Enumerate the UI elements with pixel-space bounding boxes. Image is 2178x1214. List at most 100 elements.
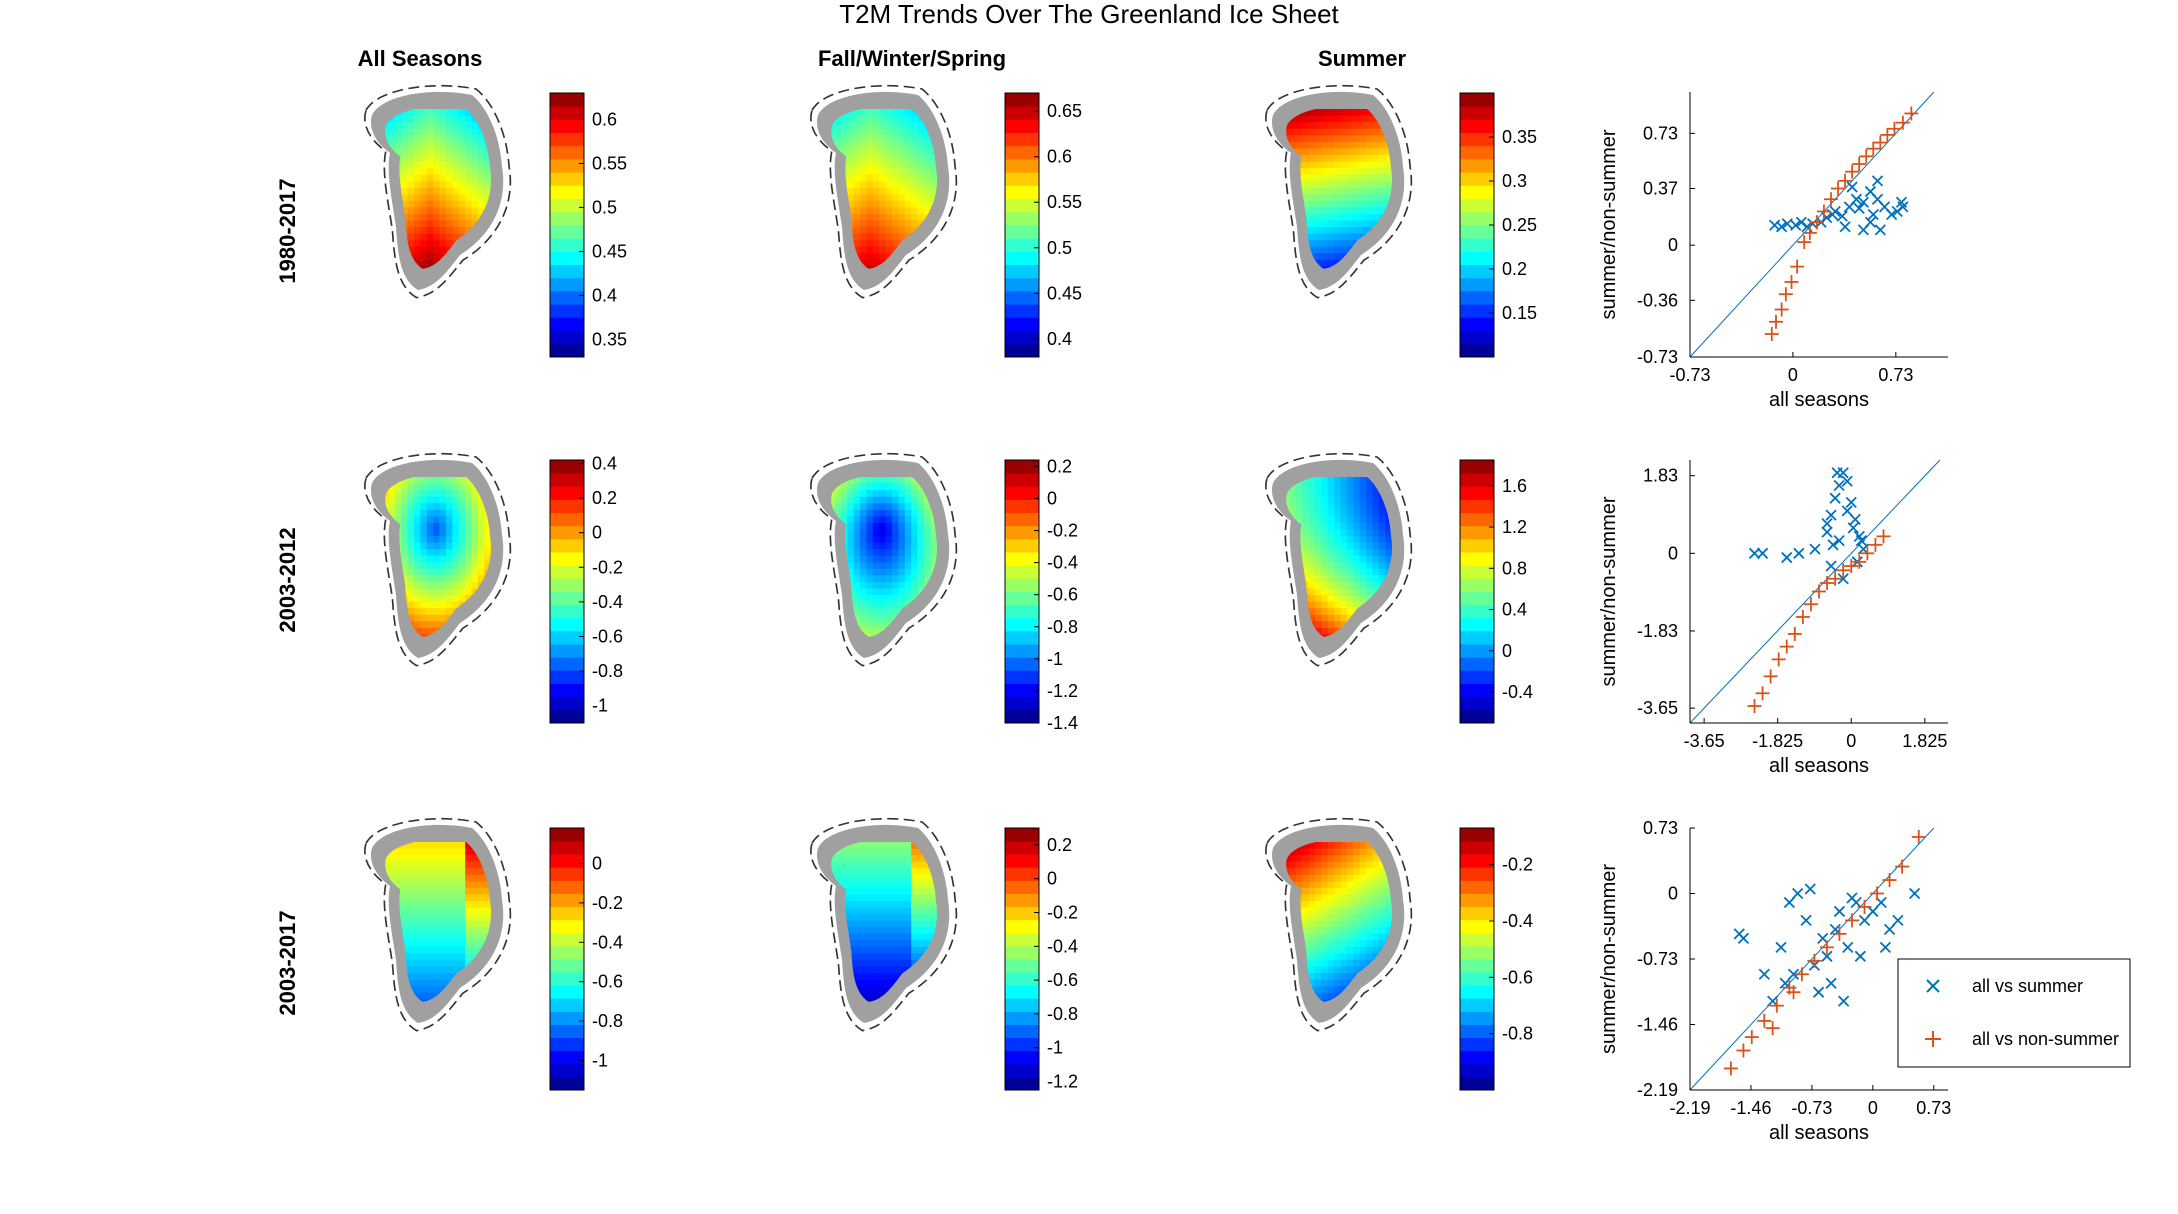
colorbar-band (1460, 119, 1494, 133)
point-all-vs-summer (1809, 543, 1821, 555)
colorbar-band (1005, 578, 1039, 592)
colorbar-band (1460, 578, 1494, 592)
colorbar-band (550, 538, 584, 553)
colorbar-tick-label: -0.6 (592, 972, 623, 992)
colorbar-band (1460, 460, 1494, 474)
point-all-vs-non-summer (1736, 1043, 1751, 1058)
colorbar-band (550, 198, 584, 213)
colorbar-tick-label: -0.4 (1047, 936, 1078, 956)
colorbar-tick-label: 0.3 (1502, 171, 1527, 191)
colorbar-tick-label: -0.6 (1047, 585, 1078, 605)
x-tick-label: 0 (1846, 731, 1856, 751)
y-tick-label: 0 (1668, 235, 1678, 255)
column-header-summer: Summer (1318, 46, 1406, 71)
legend: all vs summer all vs non-summer (1897, 958, 2131, 1068)
colorbar-1: 0.35 0.4 0.45 0.5 0.55 0.6 (549, 92, 627, 358)
point-all-vs-non-summer (1831, 181, 1846, 196)
colorbar-band (550, 854, 584, 868)
colorbar-band (550, 172, 584, 186)
point-all-vs-summer (1829, 205, 1841, 218)
colorbar-tick-label: 1.2 (1502, 517, 1527, 537)
point-all-vs-non-summer (1911, 829, 1926, 844)
colorbar-band (1005, 696, 1039, 711)
point-all-vs-summer (1833, 479, 1845, 492)
colorbar-band (550, 841, 584, 855)
colorbar-band (1005, 893, 1039, 907)
colorbar-band (1005, 709, 1039, 724)
colorbar-tick-label: -0.4 (1047, 553, 1078, 573)
greenland-map-9 (1265, 817, 1413, 1032)
colorbar-tick-label: -1 (1047, 649, 1063, 669)
colorbar-band (550, 473, 584, 487)
point-all-vs-non-summer (1832, 926, 1847, 941)
colorbar-band (1005, 159, 1039, 173)
colorbar-band (1460, 696, 1494, 711)
colorbar-band (1460, 93, 1494, 107)
colorbar-band (1460, 617, 1494, 632)
colorbar-band (1005, 291, 1039, 305)
colorbar-band (1005, 93, 1039, 107)
colorbar-band (1460, 565, 1494, 579)
point-all-vs-non-summer (1774, 302, 1789, 317)
colorbar-band (550, 985, 584, 999)
colorbar-6: -0.4 0 0.4 0.8 1.2 1.6 (1459, 459, 1533, 724)
point-all-vs-non-summer (1844, 559, 1859, 574)
x-tick-label: -2.19 (1669, 1098, 1710, 1118)
colorbar-tick-label: 0.2 (1047, 835, 1072, 855)
y-tick-label: 0 (1668, 543, 1678, 563)
scatter-plot-1: -0.73 0 0.73 -0.73 -0.36 0 0.37 0.73 all seasons… (1598, 91, 1948, 411)
colorbar-tick-label: 0.15 (1502, 303, 1537, 323)
point-all-vs-non-summer (1845, 164, 1860, 179)
colorbar-band (550, 972, 584, 986)
colorbar-band (1460, 841, 1494, 855)
colorbar-tick-label: 0 (1047, 869, 1057, 889)
colorbar-band (550, 211, 584, 226)
colorbar-tick-label: 0.5 (1047, 238, 1072, 258)
colorbar-band (550, 93, 584, 107)
colorbar-tick-label: 0 (592, 523, 602, 543)
x-axis-label: all seasons (1769, 755, 1869, 777)
colorbar-band (1460, 343, 1494, 358)
colorbar-3: 0.15 0.2 0.25 0.3 0.35 (1459, 92, 1537, 358)
colorbar-band (550, 225, 584, 239)
colorbar-band (1005, 145, 1039, 160)
point-all-vs-summer (1874, 224, 1886, 236)
colorbar-tick-label: -0.4 (1502, 911, 1533, 931)
point-all-vs-non-summer (1880, 127, 1895, 142)
point-all-vs-summer (1841, 505, 1853, 517)
greenland-map-2 (810, 84, 958, 299)
point-all-vs-non-summer (1844, 913, 1859, 928)
map-outline (364, 817, 512, 1032)
colorbar-band (550, 657, 584, 671)
point-all-vs-non-summer (1769, 314, 1783, 329)
colorbar-band (1005, 211, 1039, 226)
point-all-vs-non-summer (1794, 967, 1809, 982)
colorbar-tick-label: 0.4 (592, 453, 617, 473)
x-axis-label: all seasons (1769, 389, 1869, 411)
point-all-vs-non-summer (1769, 998, 1784, 1013)
colorbar-band (1005, 683, 1039, 698)
point-all-vs-non-summer (1820, 576, 1835, 591)
point-all-vs-non-summer (1859, 149, 1874, 164)
colorbar-band (550, 630, 584, 645)
colorbar-band (1005, 106, 1039, 120)
point-all-vs-non-summer (1857, 899, 1872, 914)
point-all-vs-summer (1867, 905, 1879, 918)
colorbar-band (550, 578, 584, 592)
colorbar-tick-label: -0.4 (1502, 682, 1533, 702)
colorbar-band (550, 919, 584, 934)
map-outline (364, 452, 512, 667)
column-header-all-seasons: All Seasons (358, 46, 483, 71)
colorbar-band (1005, 499, 1039, 513)
point-all-vs-summer (1776, 221, 1788, 233)
point-all-vs-summer (1885, 208, 1898, 221)
point-all-vs-non-summer (1763, 669, 1778, 684)
point-all-vs-non-summer (1795, 609, 1810, 624)
row-label-2003-2012: 2003-2012 (275, 527, 300, 632)
colorbar-band (1005, 330, 1039, 345)
colorbar-frame (549, 827, 585, 1091)
legend-marker-summer (1926, 979, 1940, 993)
point-all-vs-non-summer (1747, 699, 1762, 714)
point-all-vs-non-summer (1866, 141, 1881, 156)
point-all-vs-non-summer (1836, 563, 1851, 578)
